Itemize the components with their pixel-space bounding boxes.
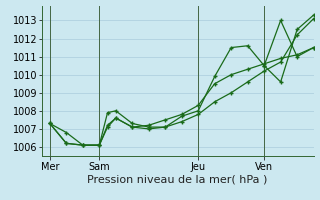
X-axis label: Pression niveau de la mer( hPa ): Pression niveau de la mer( hPa ) bbox=[87, 174, 268, 184]
